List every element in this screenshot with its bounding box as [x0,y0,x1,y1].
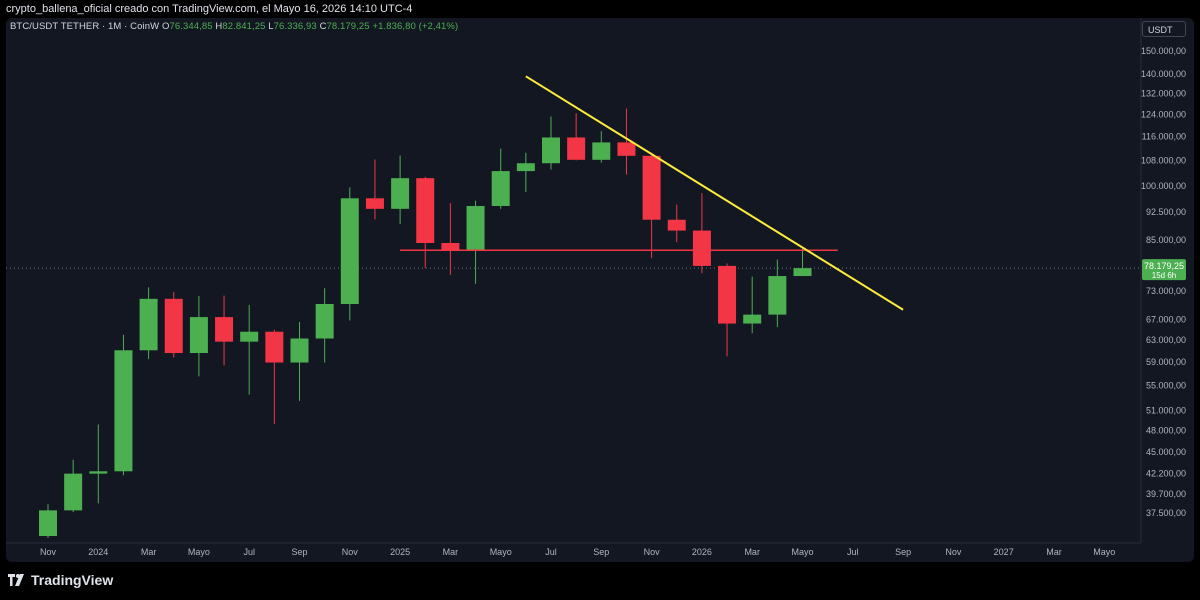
y-tick-label: 55.000,00 [1146,380,1186,390]
candle-body [416,178,435,244]
price-tag-countdown: 15d 6h [1152,271,1176,280]
y-tick-label: 67.000,00 [1146,315,1186,325]
candle-body [365,198,384,209]
y-tick-label: 51.000,00 [1146,406,1186,416]
y-tick-label: 132.000,00 [1141,89,1186,99]
candle-body [265,331,284,363]
x-tick-label: Mayo [791,547,813,557]
y-tick-label: 108.000,00 [1141,155,1186,165]
x-tick-label: 2024 [88,547,108,557]
x-tick-label: Mayo [188,547,210,557]
candle-body [491,171,510,206]
y-tick-label: 59.000,00 [1146,357,1186,367]
candle-body [542,137,560,164]
x-tick-label: Mar [443,547,459,557]
y-tick-label: 150.000,00 [1141,46,1186,56]
candle-body [189,317,208,354]
x-tick-label: Nov [945,547,962,557]
x-tick-label: Mar [141,547,157,557]
y-tick-label: 63.000,00 [1146,335,1186,345]
y-tick-label: 39.700,00 [1146,489,1186,499]
trendline [525,75,904,311]
y-tick-label: 116.000,00 [1142,132,1186,142]
candle-body [391,178,410,209]
x-tick-label: 2025 [390,547,410,557]
x-tick-label: Nov [644,547,661,557]
x-tick-label: Nov [342,547,359,557]
candle-body [743,314,762,324]
candle-body [516,163,535,172]
candle-body [240,331,259,342]
candlestick-chart[interactable]: 37.500,00 39.700,00 42.200,00 45.000,00 48.0… [6,18,1194,562]
candle-body [215,317,234,342]
tradingview-logo-icon [8,574,24,586]
legend-low: 76.336,93 [273,21,317,32]
candle-body [114,350,133,472]
legend-h-label: H [215,21,223,32]
x-tick-label: 2026 [692,547,712,557]
candle-body [39,510,57,536]
candle-body [164,298,183,354]
legend-c-label: C [319,21,327,32]
candle-body [466,205,485,251]
attribution-bar: crypto_ballena_oficial creado con Tradin… [0,0,1200,18]
x-tick-label: Mar [744,547,760,557]
candle-body [290,338,309,363]
candle-body [718,265,737,324]
x-tick-label: Nov [40,547,57,557]
currency-button[interactable]: USDT [1142,21,1186,37]
candle-body [667,219,686,231]
y-tick-label: 45.000,00 [1146,447,1186,457]
y-tick-label: 140.000,00 [1141,69,1186,79]
y-tick-label: 42.200,00 [1146,469,1186,479]
candle-body [692,230,711,266]
x-tick-label: 2027 [994,547,1014,557]
legend-high: 82.841,25 [222,21,266,32]
candle-body [340,198,359,305]
candle-body [592,142,611,160]
x-tick-label: Jul [545,547,557,557]
legend-l-label: L [268,21,274,32]
y-tick-label: 85.000,00 [1146,235,1186,245]
candle-body [64,473,83,511]
footer: TradingView [0,562,1200,600]
x-tick-label: Mayo [490,547,512,557]
y-tick-label: 37.500,00 [1146,508,1186,518]
price-tag [1142,259,1186,281]
brand-name: TradingView [31,572,114,588]
candle-body [89,471,108,474]
ohlc-legend: BTC/USDT TETHER · 1M · CoinW O76.344,85 … [10,21,458,32]
x-tick-label: Sep [291,547,307,557]
y-tick-label: 124.000,00 [1141,109,1186,119]
x-tick-label: Sep [895,547,911,557]
legend-symbol: BTC/USDT TETHER · 1M · CoinW [10,21,160,32]
candle-body [793,268,812,277]
attribution-text: crypto_ballena_oficial creado con Tradin… [6,3,413,15]
y-tick-label: 73.000,00 [1146,286,1186,296]
candle-body [642,155,661,220]
legend-close: 78.179,25 [326,21,370,32]
legend-open: 76.344,85 [169,21,213,32]
tradingview-logo[interactable]: TradingView [8,572,113,588]
y-tick-label: 92.500,00 [1146,207,1186,217]
legend-o-label: O [161,21,170,32]
candle-body [315,304,334,339]
y-tick-label: 100.000,00 [1141,181,1186,191]
candle-body [567,137,586,160]
x-tick-label: Sep [593,547,609,557]
chart-panel[interactable]: 37.500,00 39.700,00 42.200,00 45.000,00 48.0… [6,18,1194,562]
legend-change: +1.836,80 (+2,41%) [372,21,459,32]
x-tick-label: Jul [243,547,255,557]
candle-body [441,243,460,251]
candle-body [139,298,158,351]
x-tick-label: Mar [1046,547,1062,557]
x-tick-label: Jul [847,547,859,557]
candle-body [768,276,787,315]
y-tick-label: 48.000,00 [1146,426,1186,436]
candle-body [617,142,636,156]
price-tag-value: 78.179,25 [1144,261,1184,271]
x-tick-label: Mayo [1093,547,1115,557]
